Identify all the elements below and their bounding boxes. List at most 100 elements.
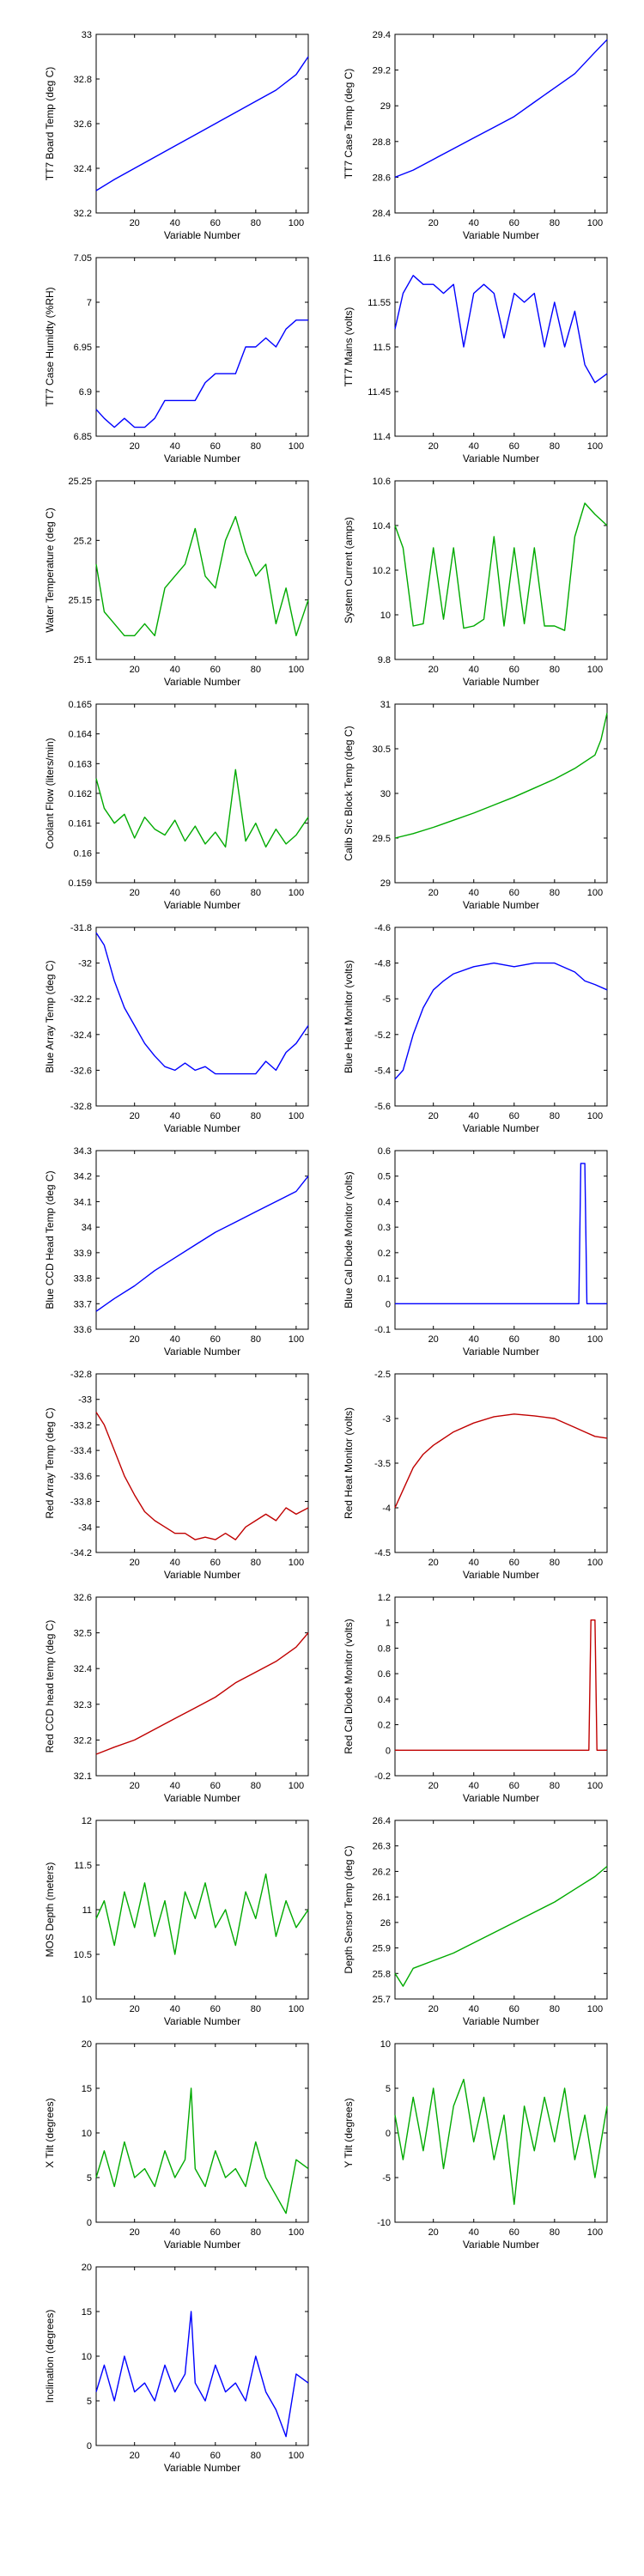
series-line: [95, 319, 308, 428]
x-axis-label: Variable Number: [463, 676, 539, 688]
y-tick-label: 0.16: [74, 848, 92, 859]
x-tick-label: 80: [251, 218, 261, 228]
y-axis-label: MOS Depth (meters): [44, 1862, 56, 1958]
y-tick-label: 32.6: [74, 1593, 92, 1603]
x-tick-label: 60: [210, 1558, 221, 1568]
y-tick-label: -0.1: [374, 1325, 391, 1335]
y-tick-label: 6.9: [79, 387, 92, 398]
x-tick-label: 40: [469, 2004, 479, 2014]
y-tick-label: -33.6: [70, 1472, 92, 1482]
y-tick-label: -4: [382, 1504, 391, 1514]
y-tick-label: 25.2: [74, 536, 92, 546]
series-line: [95, 56, 309, 191]
x-tick-label: 20: [130, 1558, 140, 1568]
y-tick-label: -33.4: [70, 1446, 92, 1456]
x-tick-label: 60: [509, 218, 519, 228]
x-tick-label: 100: [587, 218, 603, 228]
y-tick-label: 0.159: [68, 878, 92, 889]
y-tick-label: 25.9: [373, 1944, 391, 1954]
x-tick-label: 60: [210, 2451, 221, 2461]
y-tick-label: -5.6: [374, 1102, 391, 1112]
x-tick-label: 80: [550, 888, 560, 898]
y-tick-label: -33.8: [70, 1498, 92, 1508]
chart-panel-21: 20 40 60 80 100 0 5 10 15 20 Variable Number Inclin…: [44, 2263, 309, 2474]
y-tick-label: -34: [78, 1522, 92, 1533]
x-tick-label: 40: [469, 2227, 479, 2238]
x-tick-label: 100: [289, 2004, 304, 2014]
y-tick-label: 0.4: [378, 1695, 391, 1705]
x-tick-label: 60: [210, 441, 221, 452]
x-axis-label: Variable Number: [463, 2015, 539, 2027]
y-tick-label: 0.1: [378, 1274, 391, 1285]
x-tick-label: 40: [170, 218, 180, 228]
x-tick-label: 40: [469, 218, 479, 228]
y-tick-label: 15: [82, 2307, 92, 2318]
x-axis-label: Variable Number: [164, 2462, 240, 2474]
y-axis-label: Blue Cal Diode Monitor (volts): [343, 1171, 355, 1308]
x-tick-label: 60: [210, 1111, 221, 1121]
x-axis-label: Variable Number: [463, 1346, 539, 1358]
y-tick-label: 26.1: [373, 1893, 391, 1903]
y-tick-label: 12: [82, 1816, 92, 1826]
x-tick-label: 100: [587, 1111, 603, 1121]
y-tick-label: -2.5: [374, 1370, 391, 1380]
y-axis-label: X Tilt (degrees): [44, 2098, 56, 2167]
chart-panel-5: 20 40 60 80 100 25.1 25.15 25.2 25.25 Variable Nu…: [44, 477, 309, 688]
x-axis-label: Variable Number: [463, 453, 539, 465]
x-tick-label: 80: [251, 2004, 261, 2014]
y-tick-label: 32.3: [74, 1700, 92, 1710]
x-tick-label: 100: [587, 1781, 603, 1791]
x-tick-label: 60: [210, 2227, 221, 2238]
x-tick-label: 100: [587, 665, 603, 675]
series-line: [394, 713, 608, 839]
y-tick-label: 10.4: [373, 521, 391, 532]
y-tick-label: -34.2: [70, 1548, 92, 1558]
axes-box: [95, 1373, 309, 1553]
series-line: [395, 1619, 607, 1752]
y-tick-label: 26: [380, 1918, 391, 1929]
y-tick-label: -33: [78, 1395, 92, 1406]
x-tick-label: 20: [130, 2227, 140, 2238]
x-tick-label: 100: [587, 2004, 603, 2014]
x-axis-label: Variable Number: [164, 229, 240, 241]
chart-panel-12: 20 40 60 80 100 -0.1 0 0.1 0.2 0.3 0.4 0.5 0.6 Variab…: [343, 1146, 608, 1358]
x-tick-label: 40: [170, 1781, 180, 1791]
x-tick-label: 20: [428, 218, 439, 228]
y-tick-label: -32.4: [70, 1030, 92, 1041]
chart-panel-18: 20 40 60 80 100 25.7 25.8 25.9 26 26.1 26.2 26.3 26.…: [343, 1816, 608, 2027]
y-tick-label: 0.2: [378, 1249, 391, 1259]
x-tick-label: 100: [289, 218, 304, 228]
x-axis-label: Variable Number: [164, 1569, 240, 1581]
y-tick-label: 10.6: [373, 477, 391, 487]
chart-panel-20: 20 40 60 80 100 -10 -5 0 5 10 Variable Number Y Til…: [343, 2039, 608, 2251]
axes-box: [95, 480, 309, 660]
x-tick-label: 40: [170, 888, 180, 898]
y-tick-label: 11: [82, 1905, 92, 1916]
series-line: [394, 275, 608, 384]
y-tick-label: 10.2: [373, 566, 391, 576]
axes-box: [394, 257, 608, 437]
x-axis-label: Variable Number: [164, 2239, 240, 2251]
y-tick-label: 32.4: [74, 1664, 92, 1674]
y-tick-label: 6.85: [74, 432, 92, 442]
y-tick-label: -3: [382, 1414, 391, 1425]
y-axis-label: Blue CCD Head Temp (deg C): [44, 1170, 56, 1309]
y-tick-label: 0.162: [68, 789, 92, 799]
y-tick-label: 5: [386, 2084, 391, 2094]
y-tick-label: -5.4: [374, 1066, 391, 1076]
x-tick-label: 100: [289, 888, 304, 898]
y-axis-label: Depth Sensor Temp (deg C): [343, 1845, 355, 1973]
x-tick-label: 60: [509, 888, 519, 898]
x-tick-label: 100: [587, 888, 603, 898]
chart-panel-9: 20 40 60 80 100 -32.8 -32.6 -32.4 -32.2 -32 -31.8 V…: [44, 923, 309, 1134]
x-tick-label: 20: [428, 1111, 439, 1121]
y-axis-label: Red Cal Diode Monitor (volts): [343, 1619, 355, 1753]
x-tick-label: 20: [130, 1781, 140, 1791]
axes-box: [95, 927, 309, 1107]
y-tick-label: 11.5: [74, 1861, 92, 1871]
x-axis-label: Variable Number: [463, 1569, 539, 1581]
x-tick-label: 40: [170, 2451, 180, 2461]
y-tick-label: 29: [380, 878, 391, 889]
x-axis-label: Variable Number: [463, 229, 539, 241]
x-tick-label: 20: [428, 665, 439, 675]
